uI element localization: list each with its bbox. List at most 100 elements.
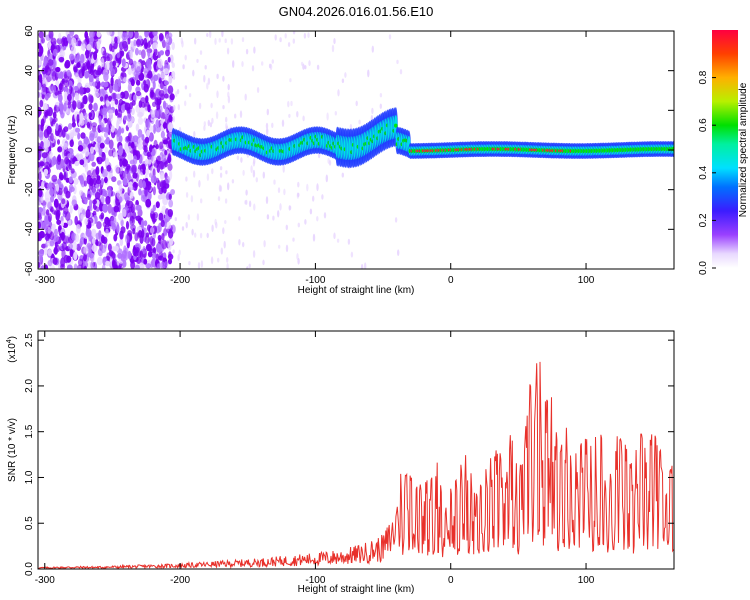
spectrogram-noise-cell xyxy=(126,113,132,122)
spectrogram-noise-cell xyxy=(169,93,175,101)
spectrogram-sparse-cell xyxy=(288,205,291,211)
spectrogram-noise-cell xyxy=(69,85,73,95)
spectrogram-sparse-cell xyxy=(173,104,176,111)
spectrogram-noise-cell xyxy=(108,139,114,150)
spectrogram-sparse-cell xyxy=(181,226,185,231)
spectrogram-noise-cell xyxy=(60,263,66,269)
snr-x-tick-label: -200 xyxy=(170,575,190,586)
spectrogram-sparse-cell xyxy=(252,250,256,258)
spectrogram-noise-cell xyxy=(42,115,46,124)
spectrogram-sparse-cell xyxy=(344,72,347,78)
spectrogram-sparse-cell xyxy=(234,113,237,119)
spectrogram-sparse-cell xyxy=(217,257,220,263)
spectrogram-noise-cell xyxy=(114,245,119,252)
spectrogram-noise-cell xyxy=(156,263,161,269)
spectrogram-noise-cell xyxy=(147,70,153,79)
spectrogram-noise-cell xyxy=(47,40,52,50)
spectrogram-sparse-cell xyxy=(215,221,218,229)
snr-x-tick-label: 100 xyxy=(578,575,595,586)
spectrogram-x-tick-label: 0 xyxy=(448,275,454,286)
spectrogram-sparse-cell xyxy=(285,244,289,253)
spectrogram-sparse-cell xyxy=(187,214,191,221)
spectrogram-noise-cell xyxy=(64,156,70,165)
spectrogram-noise-cell xyxy=(160,219,165,228)
spectrogram-noise-cell xyxy=(141,60,146,66)
spectrogram-noise-cell xyxy=(47,201,52,210)
snr-x-tick-label: -100 xyxy=(305,575,325,586)
spectrogram-noise-cell xyxy=(167,208,174,218)
spectrogram-noise-cell xyxy=(168,114,173,123)
spectrogram-noise-cell xyxy=(127,181,134,188)
spectrogram-noise-cell xyxy=(77,76,82,85)
spectrogram-noise-cell xyxy=(110,216,117,224)
spectrogram-noise-cell xyxy=(52,155,57,166)
spectrogram-noise-cell xyxy=(127,132,132,142)
spectrogram-noise-cell xyxy=(79,112,84,122)
spectrogram-noise-cell xyxy=(71,199,78,207)
spectrogram-noise-cell xyxy=(87,217,94,224)
spectrogram-noise-cell xyxy=(149,145,153,153)
spectrogram-noise-cell xyxy=(128,58,134,66)
spectrogram-noise-cell xyxy=(141,163,146,171)
spectrogram-noise-cell xyxy=(158,212,164,221)
spectrogram-sparse-cell xyxy=(193,131,196,138)
spectrogram-sparse-cell xyxy=(349,123,353,130)
spectrogram-sparse-cell xyxy=(182,64,185,70)
spectrogram-sparse-cell xyxy=(271,59,274,64)
spectrogram-noise-cell xyxy=(166,156,172,164)
spectrogram-noise-cell xyxy=(56,209,61,218)
spectrogram-sparse-cell xyxy=(371,107,374,115)
spectrogram-noise-cell xyxy=(90,228,97,238)
spectrogram-noise-cell xyxy=(79,240,83,248)
spectrogram-noise-cell xyxy=(115,265,122,269)
spectrogram-sparse-cell xyxy=(218,184,222,192)
spectrogram-noise-cell xyxy=(68,164,73,170)
spectrogram-noise-cell xyxy=(112,60,117,67)
spectrogram-noise-cell xyxy=(64,61,70,69)
spectrogram-noise-cell xyxy=(95,178,102,185)
spectrogram-noise-cell xyxy=(92,199,98,205)
spectrogram-sparse-cell xyxy=(288,113,291,118)
spectrogram-noise-cell xyxy=(38,255,43,263)
spectrogram-noise-cell xyxy=(91,161,97,167)
spectrogram-noise-cell xyxy=(150,76,156,84)
spectrogram-noise-cell xyxy=(84,118,88,126)
spectrogram-noise-cell xyxy=(43,168,49,176)
spectrogram-noise-cell xyxy=(38,221,41,229)
spectrogram-sparse-cell xyxy=(292,31,296,35)
spectrogram-noise-cell xyxy=(71,122,76,128)
spectrogram-noise-cell xyxy=(132,155,138,165)
spectrogram-sparse-cell xyxy=(261,61,264,66)
spectrogram-noise-cell xyxy=(105,260,110,267)
spectrogram-noise-cell xyxy=(137,137,142,144)
colorbar-gradient xyxy=(712,30,738,268)
spectrogram-sparse-cell xyxy=(174,217,177,222)
spectrogram-noise-cell xyxy=(74,161,80,167)
spectrogram-sparse-cell xyxy=(219,166,223,171)
spectrogram-sparse-cell xyxy=(323,212,327,219)
colorbar-tick-label: 0.2 xyxy=(698,213,709,227)
spectrogram-noise-cell xyxy=(57,164,62,171)
spectrogram-sparse-cell xyxy=(347,238,351,245)
spectrogram-noise-cell xyxy=(66,264,73,269)
spectrogram-sparse-cell xyxy=(225,170,228,175)
spectrogram-noise-cell xyxy=(110,125,115,133)
spectrogram-noise-cell xyxy=(75,223,81,234)
spectrogram-noise-cell xyxy=(84,70,90,79)
spectrogram-sparse-cell xyxy=(272,215,275,221)
spectrogram-sparse-cell xyxy=(262,259,265,266)
spectrogram-noise-cell xyxy=(42,83,47,93)
spectrogram-sparse-cell xyxy=(316,64,320,70)
spectrogram-noise-cell xyxy=(129,220,133,229)
spectrogram-sparse-cell xyxy=(200,260,204,268)
spectrogram-noise-cell xyxy=(75,73,79,79)
spectrogram-noise-cell xyxy=(67,243,73,250)
spectrogram-noise-cell xyxy=(121,32,128,41)
spectrogram-sparse-cell xyxy=(239,110,243,119)
spectrogram-sparse-cell xyxy=(184,54,187,61)
spectrogram-noise-cell xyxy=(38,198,41,206)
spectrogram-noise-cell xyxy=(98,146,103,156)
colorbar-ticks: 0.0 0.2 0.4 0.6 0.8 xyxy=(698,70,716,275)
spectrogram-sparse-cell xyxy=(253,203,256,211)
spectrogram-sparse-cell xyxy=(333,38,336,45)
